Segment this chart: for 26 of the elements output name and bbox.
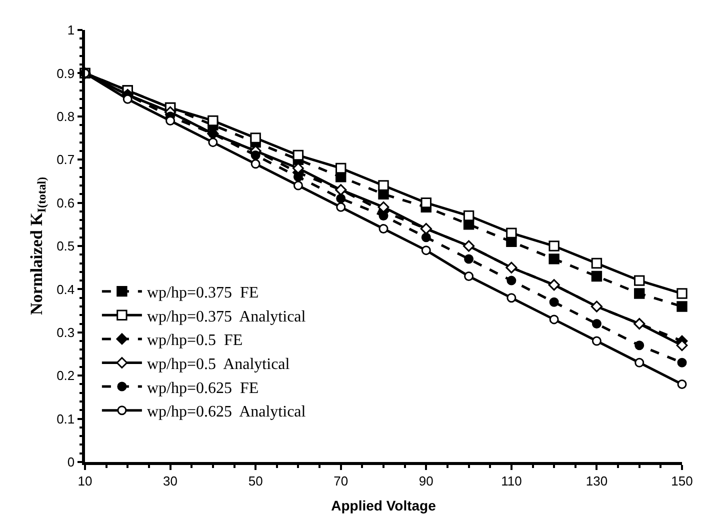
x-tick-label: 110 bbox=[501, 473, 522, 488]
y-tick-label: 0 bbox=[67, 454, 75, 470]
legend-label: wp/hp=0.375 Analytical bbox=[146, 308, 306, 326]
y-tick-label: 0.4 bbox=[56, 282, 75, 297]
x-tick-label: 10 bbox=[78, 473, 92, 488]
y-tick-label: 0.3 bbox=[56, 324, 75, 340]
x-tick-label: 150 bbox=[671, 473, 693, 488]
y-tick-label: 0.8 bbox=[56, 108, 75, 124]
y-tick-label: 0.5 bbox=[56, 238, 75, 254]
x-tick-label: 70 bbox=[334, 473, 348, 488]
legend-label: wp/hp=0.5 FE bbox=[146, 332, 243, 350]
legend-label: wp/hp=0.375 FE bbox=[146, 284, 259, 302]
legend-label: wp/hp=0.625 FE bbox=[146, 380, 259, 397]
y-tick-label: 1 bbox=[67, 22, 75, 38]
x-tick-label: 130 bbox=[586, 473, 608, 488]
legend-label: wp/hp=0.5 Analytical bbox=[146, 356, 290, 373]
y-tick-label: 0.9 bbox=[56, 66, 75, 81]
x-tick-label: 50 bbox=[248, 473, 263, 488]
x-axis-title: Applied Voltage bbox=[331, 498, 436, 514]
legend-label: wp/hp=0.625 Analytical bbox=[146, 404, 306, 421]
x-tick-label: 90 bbox=[418, 473, 434, 488]
y-tick-label: 0.7 bbox=[56, 152, 75, 168]
y-tick-label: 0.1 bbox=[56, 411, 75, 426]
y-tick-label: 0.6 bbox=[56, 195, 75, 210]
x-tick-label: 30 bbox=[163, 473, 178, 488]
y-tick-label: 0.2 bbox=[56, 368, 75, 384]
